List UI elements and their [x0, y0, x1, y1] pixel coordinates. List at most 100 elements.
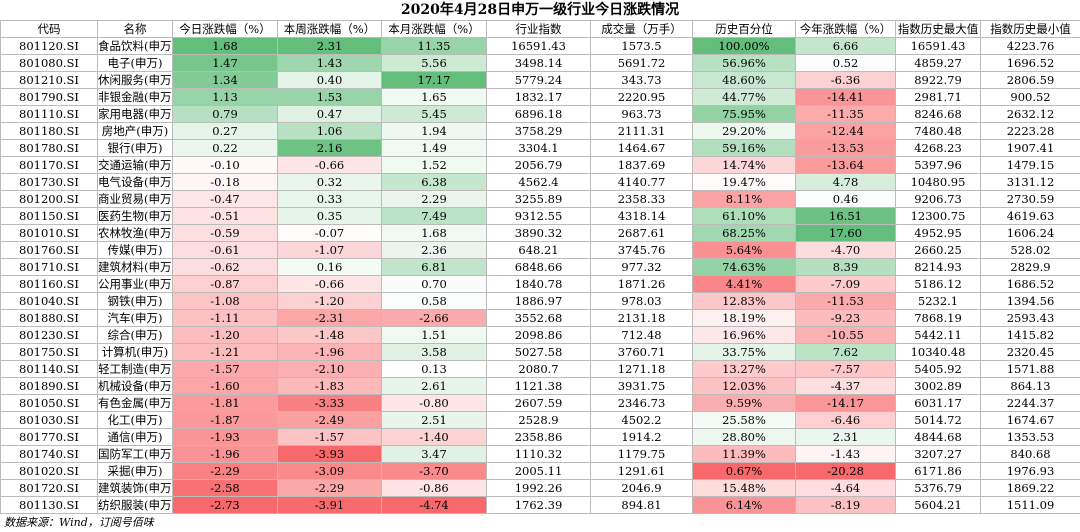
table-cell: 1837.69	[591, 157, 693, 174]
table-cell: 5.45	[382, 106, 487, 123]
table-cell: 977.32	[591, 259, 693, 276]
table-cell: 4502.2	[591, 412, 693, 429]
table-cell: 3498.14	[487, 55, 591, 72]
table-cell: -2.58	[173, 480, 278, 497]
table-cell: 0.67%	[693, 463, 796, 480]
table-cell: 食品饮料(申万)	[98, 38, 173, 55]
header-cell: 代码	[1, 21, 98, 38]
table-cell: -0.80	[382, 395, 487, 412]
table-cell: 1.68	[382, 225, 487, 242]
table-cell: 8.11%	[693, 191, 796, 208]
table-cell: -1.20	[173, 327, 278, 344]
table-cell: 1394.56	[981, 293, 1080, 310]
table-cell: 978.03	[591, 293, 693, 310]
table-cell: 5232.1	[896, 293, 981, 310]
table-cell: 4619.63	[981, 208, 1080, 225]
table-cell: 5.64%	[693, 242, 796, 259]
table-cell: 5186.12	[896, 276, 981, 293]
table-cell: -10.55	[796, 327, 896, 344]
table-cell: -3.93	[278, 446, 382, 463]
table-cell: 0.35	[278, 208, 382, 225]
table-cell: -0.87	[173, 276, 278, 293]
table-cell: 19.47%	[693, 174, 796, 191]
table-cell: 5691.72	[591, 55, 693, 72]
table-cell: 801170.SI	[1, 157, 98, 174]
header-cell: 历史百分位	[693, 21, 796, 38]
table-cell: 2.16	[278, 140, 382, 157]
table-cell: -1.20	[278, 293, 382, 310]
table-cell: -0.51	[173, 208, 278, 225]
table-cell: 6.81	[382, 259, 487, 276]
table-cell: -3.09	[278, 463, 382, 480]
table-cell: 894.81	[591, 497, 693, 514]
table-cell: 8214.93	[896, 259, 981, 276]
table-cell: -1.60	[173, 378, 278, 395]
table-cell: 1.47	[173, 55, 278, 72]
table-cell: 1110.32	[487, 446, 591, 463]
table-cell: 4859.27	[896, 55, 981, 72]
table-cell: 12.03%	[693, 378, 796, 395]
table-cell: -12.44	[796, 123, 896, 140]
table-cell: 1606.24	[981, 225, 1080, 242]
footer: 数据来源：Wind，订阅号佰味	[0, 514, 1080, 532]
table-cell: 3207.27	[896, 446, 981, 463]
table-cell: 电子(申万)	[98, 55, 173, 72]
table-cell: 5.56	[382, 55, 487, 72]
table-cell: 1696.52	[981, 55, 1080, 72]
table-cell: -4.70	[796, 242, 896, 259]
table-cell: 59.16%	[693, 140, 796, 157]
table-cell: 11.39%	[693, 446, 796, 463]
table-cell: 2.36	[382, 242, 487, 259]
table-cell: 0.58	[382, 293, 487, 310]
table-cell: 801790.SI	[1, 89, 98, 106]
table-cell: 3255.89	[487, 191, 591, 208]
table-cell: 528.02	[981, 242, 1080, 259]
table-cell: 712.48	[591, 327, 693, 344]
table-cell: 2111.31	[591, 123, 693, 140]
table-cell: 0.70	[382, 276, 487, 293]
table-cell: -8.19	[796, 497, 896, 514]
table-cell: 2046.9	[591, 480, 693, 497]
table-cell: 0.13	[382, 361, 487, 378]
table-cell: 801180.SI	[1, 123, 98, 140]
table-cell: 1511.09	[981, 497, 1080, 514]
table-cell: 15.48%	[693, 480, 796, 497]
table-cell: 17.17	[382, 72, 487, 89]
table-cell: -0.59	[173, 225, 278, 242]
table-cell: -1.96	[173, 446, 278, 463]
table-cell: 9.59%	[693, 395, 796, 412]
table-cell: 5014.72	[896, 412, 981, 429]
table-cell: 3002.89	[896, 378, 981, 395]
table-cell: 801710.SI	[1, 259, 98, 276]
table-cell: 采掘(申万)	[98, 463, 173, 480]
table-cell: 5397.96	[896, 157, 981, 174]
table-cell: 18.19%	[693, 310, 796, 327]
header-cell: 今年涨跌幅（%）	[796, 21, 896, 38]
table-cell: -4.37	[796, 378, 896, 395]
table-cell: 0.46	[796, 191, 896, 208]
table-cell: 1.49	[382, 140, 487, 157]
table-cell: 2.31	[278, 38, 382, 55]
table-cell: 25.58%	[693, 412, 796, 429]
table-cell: 2.61	[382, 378, 487, 395]
table-cell: 1573.5	[591, 38, 693, 55]
table-cell: 9206.73	[896, 191, 981, 208]
table-cell: 1.68	[173, 38, 278, 55]
table-cell: 1886.97	[487, 293, 591, 310]
table-cell: 648.21	[487, 242, 591, 259]
table-cell: 801720.SI	[1, 480, 98, 497]
table-cell: -7.57	[796, 361, 896, 378]
table-cell: -4.74	[382, 497, 487, 514]
table-cell: 10480.95	[896, 174, 981, 191]
